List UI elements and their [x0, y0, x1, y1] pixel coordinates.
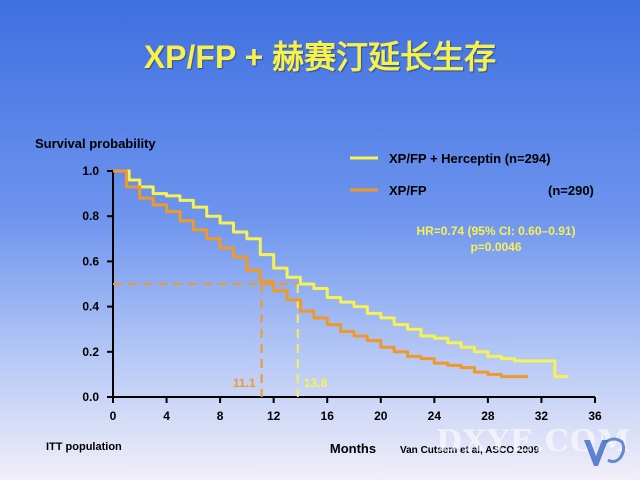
hazard-ratio-text: HR=0.74 (95% CI: 0.60–0.91) [416, 224, 575, 238]
x-axis-label: Months [330, 441, 376, 456]
legend-label-xpfp: XP/FP [389, 183, 427, 198]
y-tick-label: 0.4 [82, 300, 99, 314]
median-guides: 11.1 13.8 [113, 283, 328, 397]
y-axis-label: Survival probability [35, 136, 156, 151]
y-tick-label: 0.6 [82, 254, 99, 268]
x-tick-label: 12 [267, 409, 281, 423]
x-tick-label: 32 [535, 409, 549, 423]
median-label: 11.1 [233, 376, 256, 390]
x-tick-label: 0 [110, 409, 117, 423]
x-tick-label: 8 [217, 409, 224, 423]
slide-title: XP/FP + 赫赛汀延长生存 [143, 39, 497, 75]
legend-label-herceptin: XP/FP + Herceptin (n=294) [389, 151, 551, 166]
legend: XP/FP + Herceptin (n=294) XP/FP (n=290) [350, 151, 594, 198]
x-tick-label: 4 [163, 409, 170, 423]
p-value-text: p=0.0046 [470, 240, 521, 254]
y-tick-label: 0.2 [82, 345, 99, 359]
x-tick-label: 28 [481, 409, 495, 423]
series-lines [113, 169, 569, 379]
x-tick-label: 24 [428, 409, 442, 423]
conference-logo-icon [584, 437, 626, 466]
survival-curve-herceptin [113, 169, 569, 379]
survival-curve-xpfp [113, 169, 529, 379]
x-tick-label: 16 [321, 409, 335, 423]
median-label: 13.8 [304, 376, 328, 390]
x-tick-label: 20 [374, 409, 388, 423]
itt-population-note: ITT population [46, 441, 122, 453]
legend-n-xpfp: (n=290) [548, 183, 594, 198]
citation: Van Cutsem et al, ASCO 2009 [400, 445, 540, 456]
axes: 0.0 0.2 0.4 0.6 0.8 1.0 0 4 8 12 16 20 24 28 32 36 [82, 164, 602, 423]
x-tick-label: 36 [588, 409, 602, 423]
y-tick-label: 0.0 [82, 390, 99, 404]
y-tick-label: 1.0 [82, 164, 99, 178]
y-tick-label: 0.8 [82, 209, 99, 223]
